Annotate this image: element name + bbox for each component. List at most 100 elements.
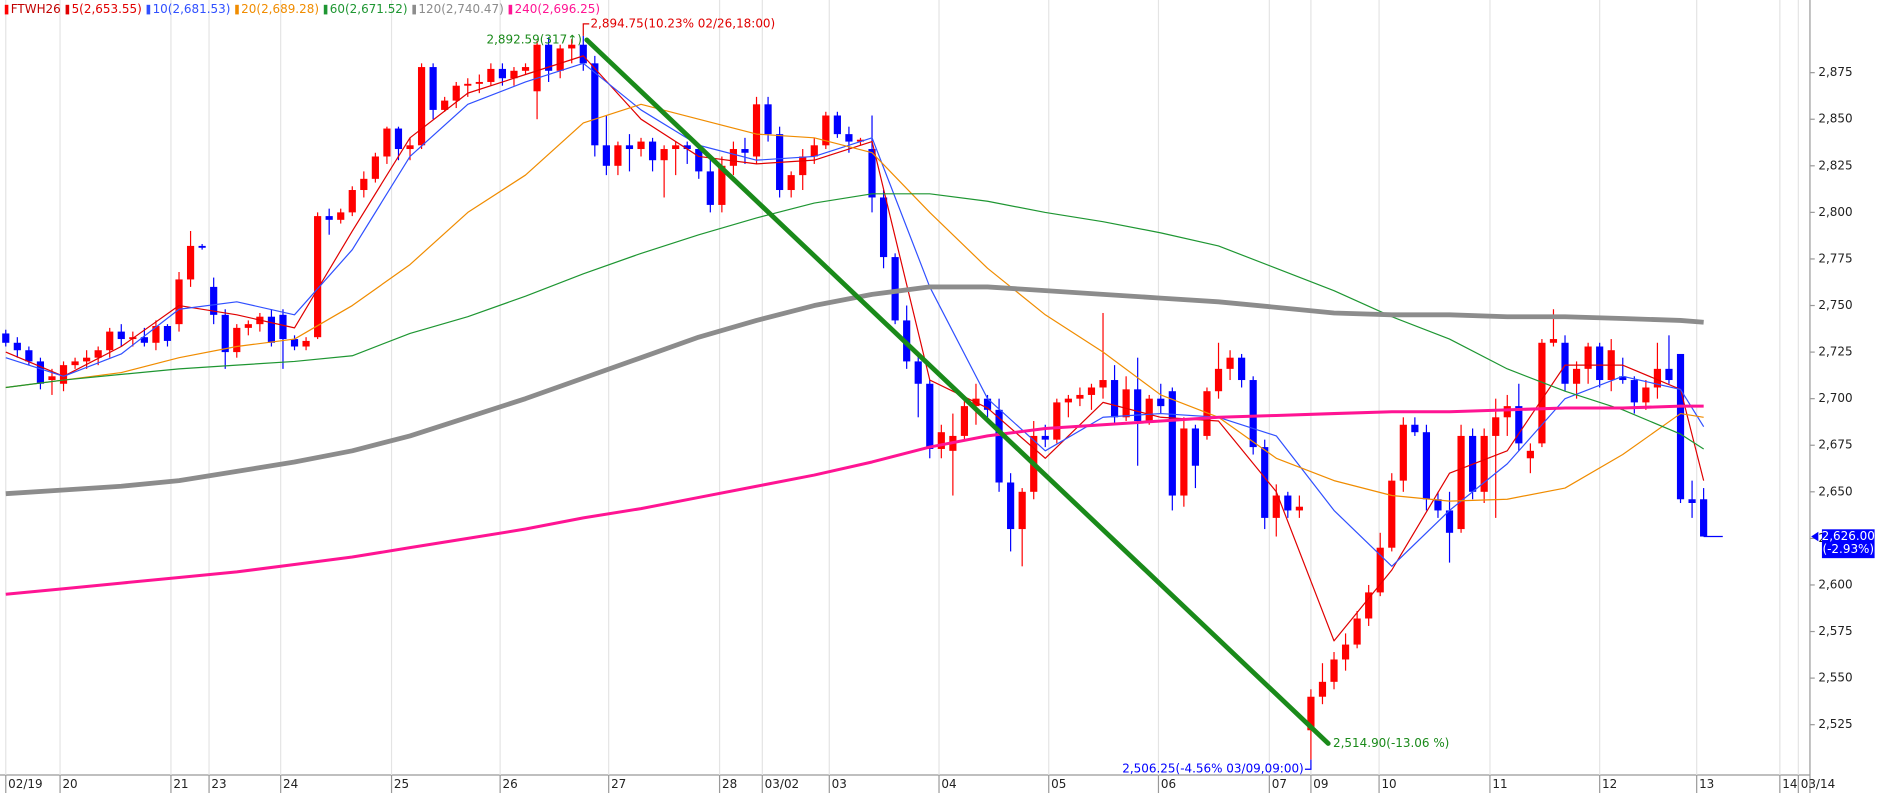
x-tick-label: 20	[62, 777, 77, 791]
legend-entry: 20(2,689.28)	[241, 2, 319, 16]
candle-body	[175, 279, 183, 325]
candle-body	[1422, 432, 1431, 500]
candle-body	[614, 145, 622, 166]
candle-body	[1249, 380, 1257, 448]
candle-body	[441, 100, 449, 110]
candle-body	[1572, 368, 1581, 384]
candle-body	[314, 216, 322, 338]
candle-body	[752, 104, 761, 157]
candle-body	[1388, 480, 1396, 548]
y-tick-label: 2,700	[1818, 391, 1852, 405]
x-tick-label: 12	[1602, 777, 1617, 791]
candle-body	[1596, 346, 1604, 381]
annotation-pointer	[1304, 759, 1312, 770]
y-tick-label: 2,525	[1818, 717, 1852, 731]
candle-body	[926, 383, 934, 449]
y-tick-label: 2,550	[1818, 671, 1852, 685]
candle-body	[579, 44, 587, 64]
candle-body	[1399, 424, 1407, 481]
candle-body	[140, 337, 148, 343]
candle-body	[672, 145, 680, 150]
candle-body	[1700, 499, 1708, 537]
x-tick-label: 24	[283, 777, 298, 791]
candle-body	[1515, 406, 1523, 444]
legend-entry: 60(2,671.52)	[330, 2, 408, 16]
candle-body	[1561, 342, 1569, 384]
candle-body	[1503, 406, 1511, 418]
candle-body	[845, 134, 853, 142]
candle-body	[429, 67, 437, 110]
candle-body	[1064, 398, 1072, 403]
candle-body	[1238, 357, 1246, 381]
candle-body	[1157, 398, 1165, 407]
candle-body	[1365, 592, 1373, 619]
x-tick-label: 25	[394, 777, 409, 791]
candle-body	[1642, 387, 1650, 403]
x-tick-label: 28	[722, 777, 737, 791]
candle-body	[464, 83, 472, 86]
y-tick-label: 2,800	[1818, 205, 1852, 219]
legend-swatch	[508, 4, 513, 15]
candle-body	[833, 115, 841, 135]
candle-body	[106, 331, 114, 351]
candle-body	[960, 406, 969, 436]
candle-body	[891, 257, 899, 321]
candle-body	[1676, 353, 1685, 500]
candle-body	[914, 361, 922, 384]
candle-body	[868, 149, 876, 198]
candle-body	[787, 175, 795, 191]
candle-body	[1526, 450, 1534, 459]
candle-body	[487, 68, 495, 82]
y-tick-label: 2,650	[1818, 484, 1852, 498]
candle-body	[879, 197, 888, 258]
candle-body	[602, 145, 610, 166]
candle-body	[1584, 346, 1592, 369]
candle-body	[337, 212, 345, 220]
candle-body	[706, 171, 714, 205]
candle-body	[1076, 394, 1084, 399]
candle-body	[1145, 398, 1153, 422]
candle-body	[660, 149, 668, 161]
annotation: 2,506.25(-4.56% 03/09,09:00)	[1122, 762, 1303, 776]
candle-body	[233, 327, 241, 353]
candle-body	[1180, 428, 1188, 496]
x-tick-label: 10	[1381, 777, 1396, 791]
y-tick-label: 2,850	[1818, 112, 1852, 126]
candle-body	[1619, 376, 1627, 381]
candle-body	[1630, 380, 1638, 403]
candle-body	[348, 190, 356, 213]
candle-body	[1538, 342, 1546, 444]
legend-entry: 10(2,681.53)	[153, 2, 231, 16]
candle-body	[1318, 681, 1327, 697]
candle-body	[521, 67, 530, 71]
candle-body	[325, 216, 333, 220]
candle-body	[1480, 435, 1488, 492]
y-tick-label: 2,725	[1818, 345, 1852, 359]
x-tick-label: 27	[611, 777, 626, 791]
ma-line	[5, 103, 1704, 502]
candle-body	[59, 365, 68, 384]
ma-line	[5, 62, 1705, 567]
candle-body	[221, 314, 229, 353]
candle-body	[94, 350, 102, 358]
x-tick-label: 03/14	[1801, 777, 1835, 791]
x-tick-label: 23	[211, 777, 226, 791]
candle-body	[822, 115, 830, 146]
candle-body	[210, 286, 218, 315]
candle-body	[1549, 339, 1558, 343]
x-tick-label: 02/19	[8, 777, 42, 791]
y-tick-label: 2,825	[1818, 158, 1852, 172]
candle-body	[83, 357, 91, 362]
candle-body	[1653, 368, 1662, 388]
candle-body	[1284, 495, 1292, 511]
ma-line	[5, 193, 1704, 450]
candle-body	[290, 339, 299, 347]
candle-body	[1007, 482, 1015, 530]
candle-body	[1272, 495, 1280, 518]
last-price-change: (-2.93%)	[1822, 542, 1874, 556]
annotation: 2,894.75(10.23% 02/26,18:00)	[590, 16, 775, 30]
candle-body	[637, 141, 645, 150]
ma-line	[5, 55, 1705, 642]
